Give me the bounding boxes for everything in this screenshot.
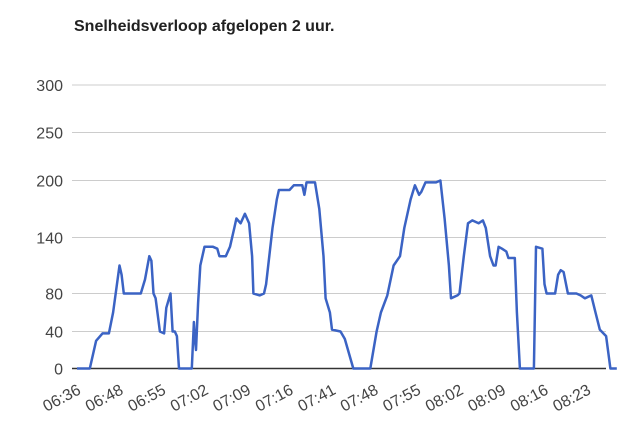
y-tick-label: 300 (36, 78, 63, 95)
x-tick-label: 07:16 (253, 382, 296, 416)
x-tick-label: 08:23 (550, 382, 593, 416)
y-tick-label: 250 (36, 126, 63, 143)
x-tick-label: 08:02 (423, 382, 466, 416)
gridlines (72, 84, 606, 332)
x-axis-ticks: 06:36 06:48 06:55 07:02 07:09 07:16 07:41 07:48… (40, 382, 593, 416)
y-tick-label: 40 (45, 325, 63, 342)
x-tick-label: 08:16 (508, 382, 551, 416)
x-tick-label: 06:55 (125, 382, 168, 416)
y-tick-label: 200 (36, 174, 63, 191)
speed-series-line (77, 179, 617, 370)
x-tick-label: 07:41 (295, 382, 338, 416)
y-axis-ticks: 0 40 80 140 200 250 300 (36, 78, 63, 379)
x-tick-label: 06:48 (83, 382, 126, 416)
x-tick-label: 07:02 (168, 382, 211, 416)
chart-title: Snelheidsverloop afgelopen 2 uur. (74, 18, 335, 35)
y-tick-label: 0 (54, 362, 63, 379)
y-tick-label: 80 (45, 287, 63, 304)
y-tick-label: 140 (36, 231, 63, 248)
x-tick-label: 07:55 (380, 382, 423, 416)
x-tick-label: 06:36 (40, 382, 83, 416)
x-tick-label: 07:48 (338, 382, 381, 416)
series-group (77, 179, 617, 370)
x-tick-label: 07:09 (210, 382, 253, 416)
x-tick-label: 08:09 (465, 382, 508, 416)
